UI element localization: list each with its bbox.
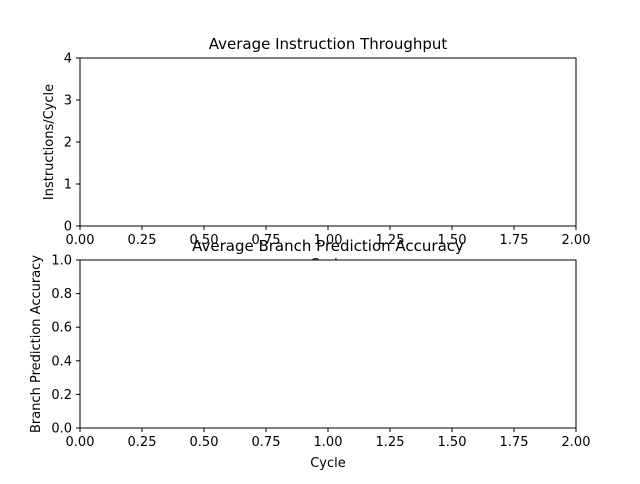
branch-accuracy-y-tick-label: 0.8 — [51, 287, 72, 302]
branch-accuracy-x-tick-label: 0.25 — [128, 435, 157, 450]
branch-accuracy-chart-title: Average Branch Prediction Accuracy — [192, 237, 464, 255]
throughput-y-tick-label: 0 — [64, 220, 72, 235]
throughput-x-tick-label: 0.00 — [66, 233, 95, 248]
branch-accuracy-x-ticks: 0.00 0.25 0.50 0.75 1.00 1.25 1.50 1.75 2.00 — [66, 428, 591, 450]
throughput-y-tick-label: 4 — [64, 52, 72, 67]
branch-accuracy-x-tick-label: 0.00 — [66, 435, 95, 450]
throughput-y-ticks: 0 1 2 3 4 — [64, 52, 80, 235]
throughput-x-ticks: 0.00 0.25 0.50 0.75 1.00 1.25 1.50 1.75 2.00 — [66, 226, 591, 248]
branch-accuracy-axes-frame — [79, 259, 577, 429]
throughput-x-tick-label: 1.00 — [314, 233, 343, 248]
throughput-x-tick-label: 2.00 — [562, 233, 591, 248]
branch-accuracy-x-axis-label: Cycle — [310, 456, 346, 471]
throughput-x-tick-label: 1.75 — [500, 233, 529, 248]
throughput-x-tick-label: 0.25 — [128, 233, 157, 248]
branch-accuracy-y-axis-label: Branch Prediction Accuracy — [29, 255, 44, 433]
throughput-y-tick-label: 1 — [64, 178, 72, 193]
throughput-subplot: 0 1 2 3 4 0.00 0.25 0.50 0.75 1.00 1.25 1.50 1.75 2.… — [42, 35, 590, 272]
throughput-y-axis-label: Instructions/Cycle — [42, 84, 57, 200]
throughput-x-tick-label: 0.50 — [190, 233, 219, 248]
branch-accuracy-x-tick-label: 1.25 — [376, 435, 405, 450]
branch-accuracy-y-tick-label: 0.6 — [51, 321, 72, 336]
throughput-axes-frame — [79, 57, 577, 227]
branch-accuracy-y-tick-label: 1.0 — [51, 254, 72, 269]
throughput-x-tick-label: 1.25 — [376, 233, 405, 248]
branch-accuracy-x-tick-label: 1.75 — [500, 435, 529, 450]
branch-accuracy-subplot: 0.0 0.2 0.4 0.6 0.8 1.0 0.00 0.25 0.50 0.75 1.00 1… — [29, 237, 590, 471]
throughput-y-tick-label: 2 — [64, 136, 72, 151]
branch-accuracy-x-tick-label: 2.00 — [562, 435, 591, 450]
throughput-x-tick-label: 0.75 — [252, 233, 281, 248]
throughput-x-tick-label: 1.50 — [438, 233, 467, 248]
branch-accuracy-y-ticks: 0.0 0.2 0.4 0.6 0.8 1.0 — [51, 254, 80, 437]
branch-accuracy-y-tick-label: 0.4 — [51, 354, 72, 369]
branch-accuracy-x-tick-label: 0.75 — [252, 435, 281, 450]
branch-accuracy-y-tick-label: 0.0 — [51, 422, 72, 437]
branch-accuracy-x-tick-label: 0.50 — [190, 435, 219, 450]
branch-accuracy-x-tick-label: 1.50 — [438, 435, 467, 450]
branch-accuracy-x-tick-label: 1.00 — [314, 435, 343, 450]
branch-accuracy-y-tick-label: 0.2 — [51, 388, 72, 403]
throughput-y-tick-label: 3 — [64, 94, 72, 109]
throughput-chart-title: Average Instruction Throughput — [209, 35, 448, 53]
